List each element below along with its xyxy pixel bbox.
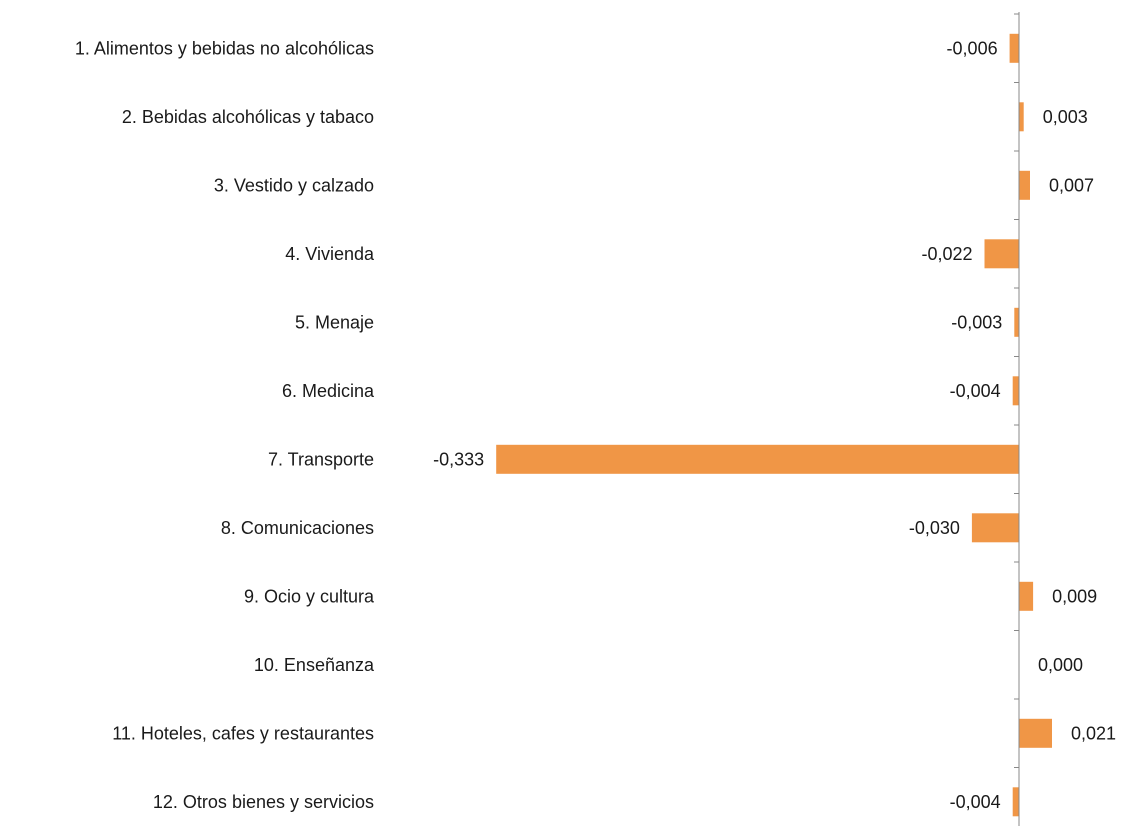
bars-group (496, 33, 1052, 817)
category-label-2: 2. Bebidas alcohólicas y tabaco (122, 107, 374, 127)
bar-12 (1012, 787, 1019, 817)
bar-8 (971, 513, 1019, 543)
bar-9 (1019, 581, 1034, 611)
category-label-10: 10. Enseñanza (254, 655, 375, 675)
value-label-12: -0,004 (950, 792, 1001, 812)
category-label-5: 5. Menaje (295, 312, 374, 332)
bar-7 (496, 444, 1019, 474)
bar-1 (1009, 33, 1019, 63)
category-label-1: 1. Alimentos y bebidas no alcohólicas (75, 38, 374, 58)
value-label-4: -0,022 (921, 244, 972, 264)
value-label-7: -0,333 (433, 449, 484, 469)
category-label-3: 3. Vestido y calzado (214, 175, 374, 195)
category-label-7: 7. Transporte (268, 449, 374, 469)
value-label-10: 0,000 (1038, 655, 1083, 675)
value-label-11: 0,021 (1071, 723, 1116, 743)
category-label-8: 8. Comunicaciones (221, 518, 374, 538)
value-label-1: -0,006 (947, 38, 998, 58)
bar-3 (1019, 170, 1030, 200)
category-labels: 1. Alimentos y bebidas no alcohólicas 2. … (75, 38, 375, 812)
category-label-9: 9. Ocio y cultura (244, 586, 375, 606)
value-label-6: -0,004 (950, 381, 1001, 401)
category-label-12: 12. Otros bienes y servicios (153, 792, 374, 812)
value-label-2: 0,003 (1043, 107, 1088, 127)
value-label-8: -0,030 (909, 518, 960, 538)
bar-6 (1012, 376, 1019, 406)
bar-11 (1019, 718, 1052, 748)
value-label-5: -0,003 (951, 312, 1002, 332)
category-label-6: 6. Medicina (282, 381, 375, 401)
category-label-4: 4. Vivienda (285, 244, 375, 264)
bar-4 (984, 239, 1019, 269)
bar-5 (1014, 307, 1019, 337)
bar-2 (1019, 102, 1024, 132)
value-axis (1014, 12, 1020, 826)
value-label-3: 0,007 (1049, 175, 1094, 195)
value-labels: -0,006 0,003 0,007 -0,022 -0,003 -0,004 -0,333… (433, 38, 1116, 812)
category-label-11: 11. Hoteles, cafes y restaurantes (112, 723, 374, 743)
value-label-9: 0,009 (1052, 586, 1097, 606)
